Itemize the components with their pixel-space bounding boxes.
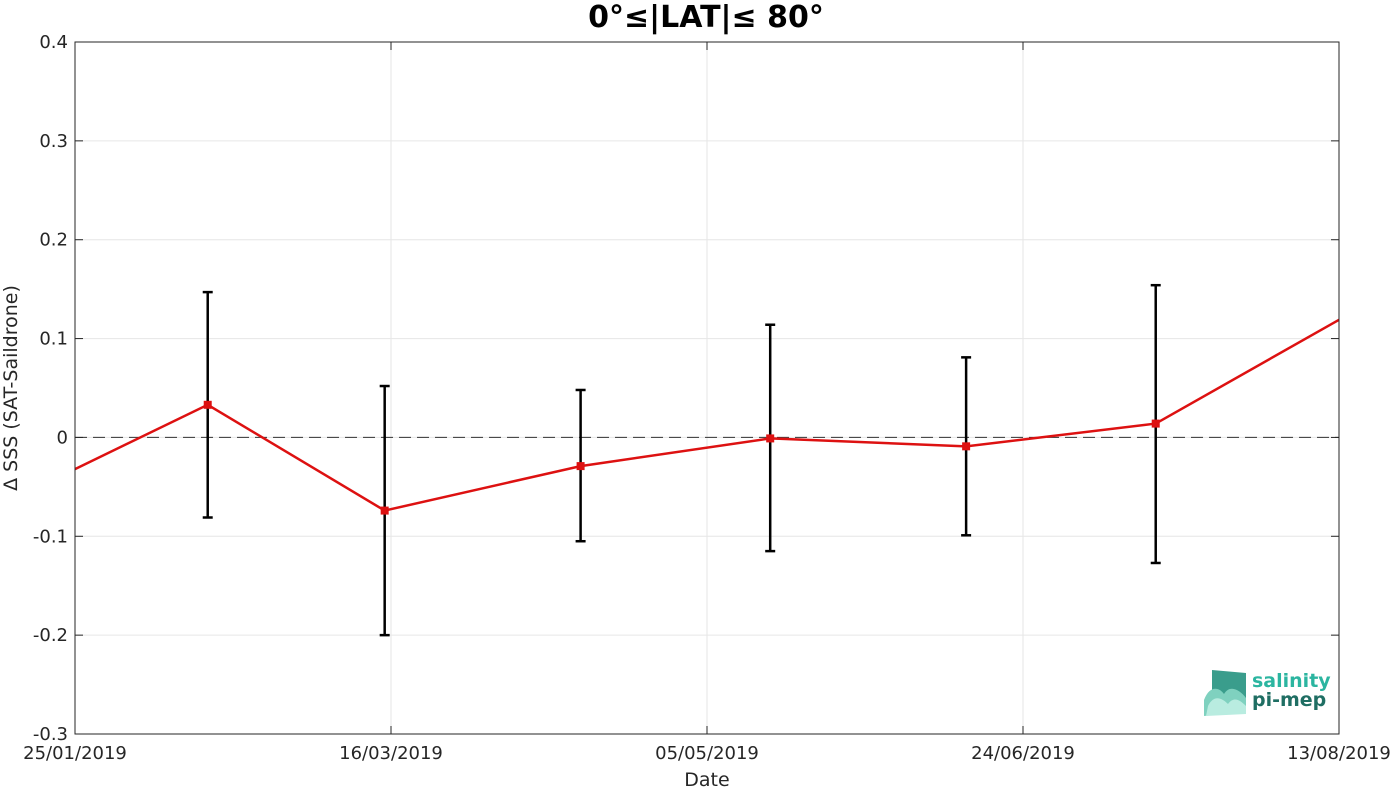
- y-axis-label: Δ SSS (SAT-Saildrone): [0, 285, 22, 491]
- data-point-marker: [380, 506, 389, 515]
- chart-title: 0°≤|LAT|≤ 80°: [588, 0, 824, 35]
- data-point-marker: [576, 462, 585, 471]
- y-tick-label: 0.1: [39, 329, 68, 350]
- y-tick-label: -0.1: [33, 526, 68, 547]
- x-axis-label: Date: [684, 769, 729, 788]
- x-tick-label: 05/05/2019: [655, 743, 759, 764]
- y-tick-label: 0.4: [39, 32, 68, 53]
- data-point-marker: [962, 442, 971, 451]
- logo-line2: pi-mep: [1252, 689, 1326, 711]
- x-tick-label: 24/06/2019: [971, 743, 1075, 764]
- y-tick-label: 0.2: [39, 230, 68, 251]
- y-tick-label: 0.3: [39, 131, 68, 152]
- series-line: [74, 318, 1340, 512]
- data-point-marker: [1151, 419, 1160, 428]
- series-line-group: [74, 318, 1340, 512]
- data-point-marker: [203, 400, 212, 409]
- wave-logo-icon: [1204, 670, 1246, 716]
- y-axis: 0.4 0.3 0.2 0.1 0 -0.1 -0.2 -0.3: [33, 32, 1339, 745]
- salinity-pimep-logo: salinity pi-mep: [1204, 670, 1331, 716]
- logo-line1: salinity: [1252, 670, 1331, 692]
- markers: [203, 400, 1160, 515]
- x-axis: 25/01/2019 16/03/2019 05/05/2019 24/06/2019…: [23, 42, 1391, 764]
- y-tick-label: 0: [57, 427, 68, 448]
- x-tick-label: 25/01/2019: [23, 743, 127, 764]
- x-tick-label: 16/03/2019: [339, 743, 443, 764]
- x-tick-label: 13/08/2019: [1287, 743, 1391, 764]
- y-tick-label: -0.2: [33, 625, 68, 646]
- y-tick-label: -0.3: [33, 724, 68, 745]
- data-point-marker: [766, 434, 775, 443]
